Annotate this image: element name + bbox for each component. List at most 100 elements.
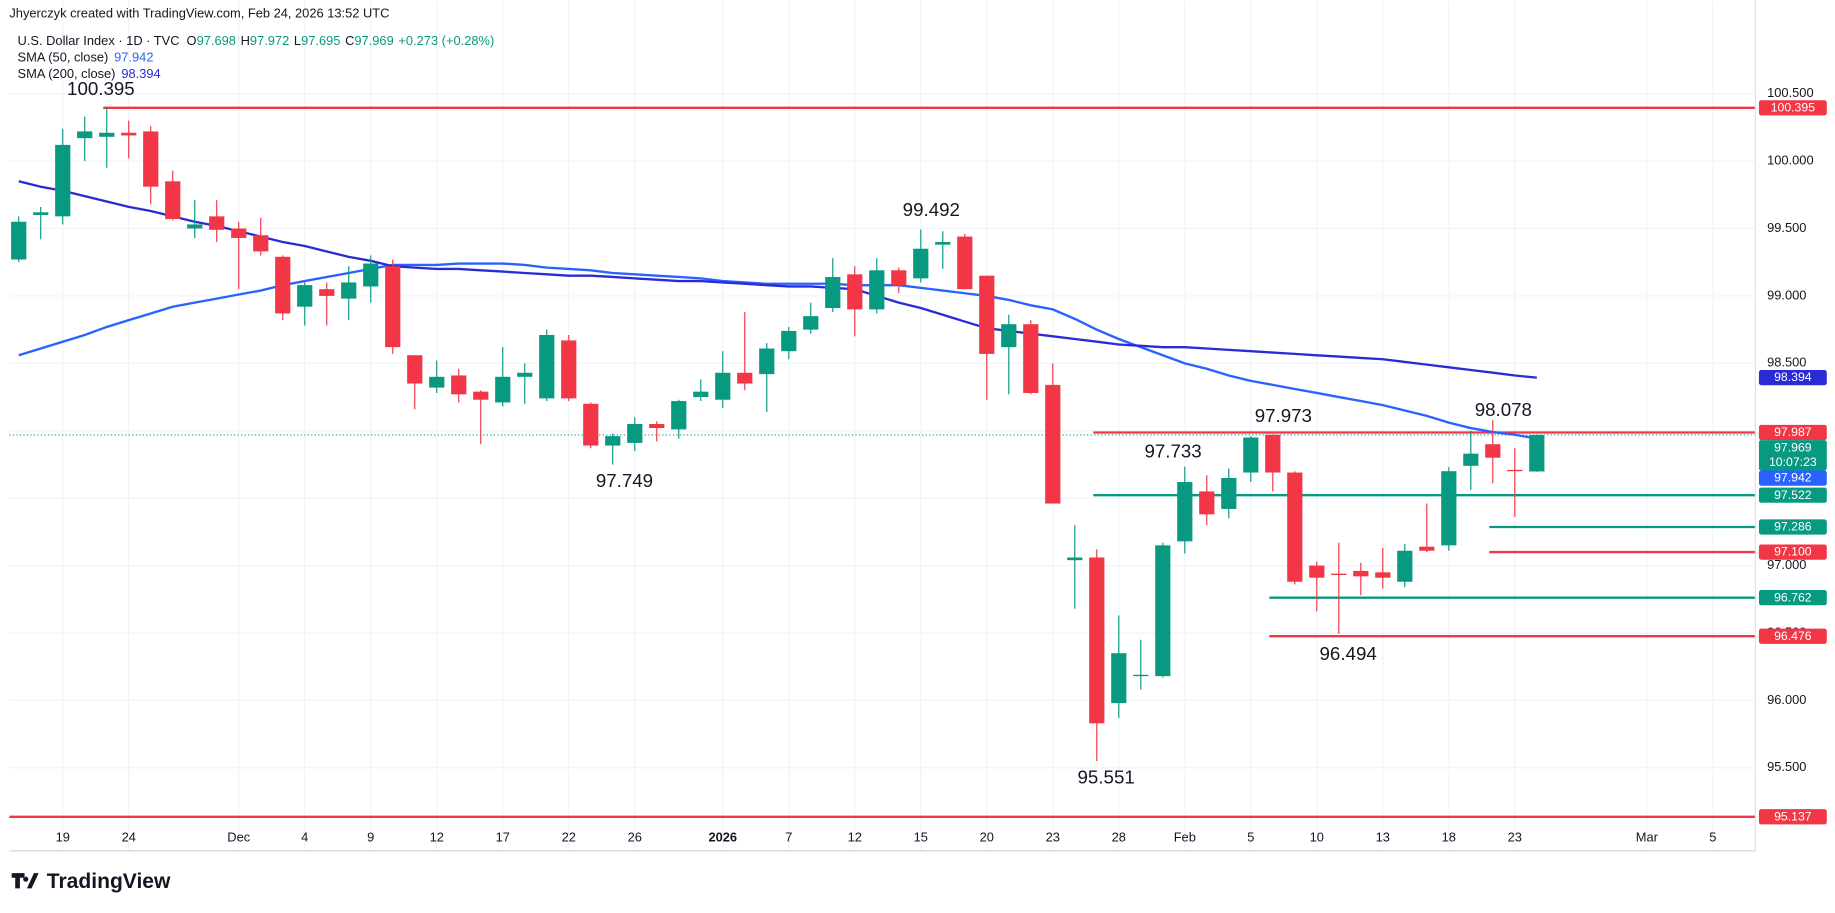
price-tag — [1758, 590, 1827, 606]
price-tag-label: 97.100 — [1774, 545, 1812, 559]
change: +0.273 (+0.28%) — [398, 34, 494, 49]
x-tick-label: 23 — [1508, 829, 1522, 844]
price-tag — [1758, 470, 1827, 486]
x-tick-label: 18 — [1442, 829, 1456, 844]
x-tick-label: Dec — [227, 829, 250, 844]
y-tick-label: 99.000 — [1767, 287, 1806, 302]
x-tick-label: 26 — [628, 829, 642, 844]
candle-body — [143, 131, 159, 187]
ohlc-value: 97.969 — [354, 34, 393, 49]
candle-body — [1397, 550, 1413, 582]
candle-body — [891, 270, 907, 286]
ohlc-value: 97.695 — [301, 34, 340, 49]
candle-body — [1353, 570, 1369, 577]
price-timer: 10:07:23 — [1769, 455, 1817, 469]
candle-body — [539, 335, 555, 399]
candle-body — [957, 236, 973, 290]
candle-body — [715, 372, 731, 400]
price-annotation: 97.973 — [1255, 405, 1312, 426]
candle-body — [1089, 557, 1105, 724]
candle-body — [165, 181, 181, 220]
candle-body — [1133, 674, 1149, 677]
sma-name: SMA (200, close) — [18, 66, 116, 81]
x-tick-label: 23 — [1046, 829, 1060, 844]
price-annotation: 96.494 — [1320, 643, 1377, 664]
candle-body — [671, 401, 687, 430]
x-tick-label: 19 — [56, 829, 70, 844]
price-tag-label: 98.394 — [1774, 370, 1812, 384]
ohlc-key: C — [345, 34, 354, 49]
candle-body — [979, 275, 995, 354]
candle-body — [605, 436, 621, 446]
candle-body — [1155, 545, 1171, 677]
price-tag-label: 100.395 — [1771, 100, 1816, 114]
candle-body — [517, 372, 533, 377]
candle-body — [1485, 444, 1501, 458]
x-tick-label: 15 — [914, 829, 928, 844]
price-tag — [1758, 440, 1827, 471]
brand-logo[interactable]: TradingView — [11, 870, 171, 893]
x-tick-label: Feb — [1174, 829, 1196, 844]
price-tag-label: 97.286 — [1774, 520, 1812, 534]
y-tick-label: 100.500 — [1767, 85, 1813, 100]
candle-body — [1023, 324, 1039, 393]
sma-line — [18, 262, 1538, 440]
price-tag — [1758, 100, 1827, 116]
candle-body — [297, 285, 313, 307]
y-tick-label: 95.500 — [1767, 759, 1806, 774]
price-annotation: 97.733 — [1144, 441, 1201, 462]
sma-legend: SMA (200, close) 98.394 — [18, 66, 161, 81]
price-annotation: 99.492 — [903, 199, 960, 220]
candle-body — [1243, 437, 1259, 473]
candle-body — [55, 144, 71, 217]
price-tag — [1758, 809, 1827, 825]
candle-body — [693, 391, 709, 398]
candle-body — [1221, 477, 1237, 509]
logo-icon — [11, 873, 39, 889]
candle-body — [869, 270, 885, 310]
candle-body — [385, 266, 401, 348]
price-tag-label: 96.762 — [1774, 590, 1812, 604]
brand-name: TradingView — [47, 870, 171, 893]
candle-body — [1265, 434, 1281, 473]
sma-legend: SMA (50, close) 97.942 — [18, 50, 154, 65]
candle-body — [1419, 546, 1435, 551]
candle-body — [1375, 572, 1391, 578]
candle-body — [1463, 453, 1479, 466]
candle-body — [627, 424, 643, 443]
y-tick-label: 100.000 — [1767, 152, 1813, 167]
x-tick-label: 12 — [848, 829, 862, 844]
price-tag-label: 97.969 — [1774, 440, 1812, 454]
candle-body — [1001, 324, 1017, 348]
symbol: U.S. Dollar Index · 1D · TVC — [18, 34, 180, 49]
x-tick-label: 10 — [1310, 829, 1324, 844]
candle-body — [583, 403, 599, 446]
candle-body — [1507, 469, 1523, 472]
candle-body — [1067, 557, 1083, 561]
price-annotation: 100.395 — [67, 78, 135, 99]
candle-body — [209, 216, 225, 230]
candle-body — [187, 224, 203, 229]
candle-body — [99, 132, 115, 137]
price-tag — [1758, 544, 1827, 560]
candle-body — [737, 372, 753, 384]
price-tag — [1758, 370, 1827, 386]
price-annotation: 98.078 — [1475, 399, 1532, 420]
x-tick-label: 12 — [430, 829, 444, 844]
candle-body — [495, 376, 511, 403]
x-tick-label: 4 — [301, 829, 308, 844]
candle-body — [1309, 565, 1325, 578]
y-tick-label: 96.000 — [1767, 692, 1806, 707]
candle-body — [825, 277, 841, 309]
ohlc-key: O — [187, 34, 197, 49]
sma-value: 97.942 — [114, 50, 153, 65]
price-annotation: 97.749 — [596, 470, 653, 491]
symbol-legend: U.S. Dollar Index · 1D · TVC O97.698 H97.9… — [18, 34, 495, 49]
price-tag-label: 97.942 — [1774, 471, 1812, 485]
sma-value: 98.394 — [121, 66, 160, 81]
price-tag — [1758, 628, 1827, 644]
price-tag-label: 97.987 — [1774, 425, 1812, 439]
